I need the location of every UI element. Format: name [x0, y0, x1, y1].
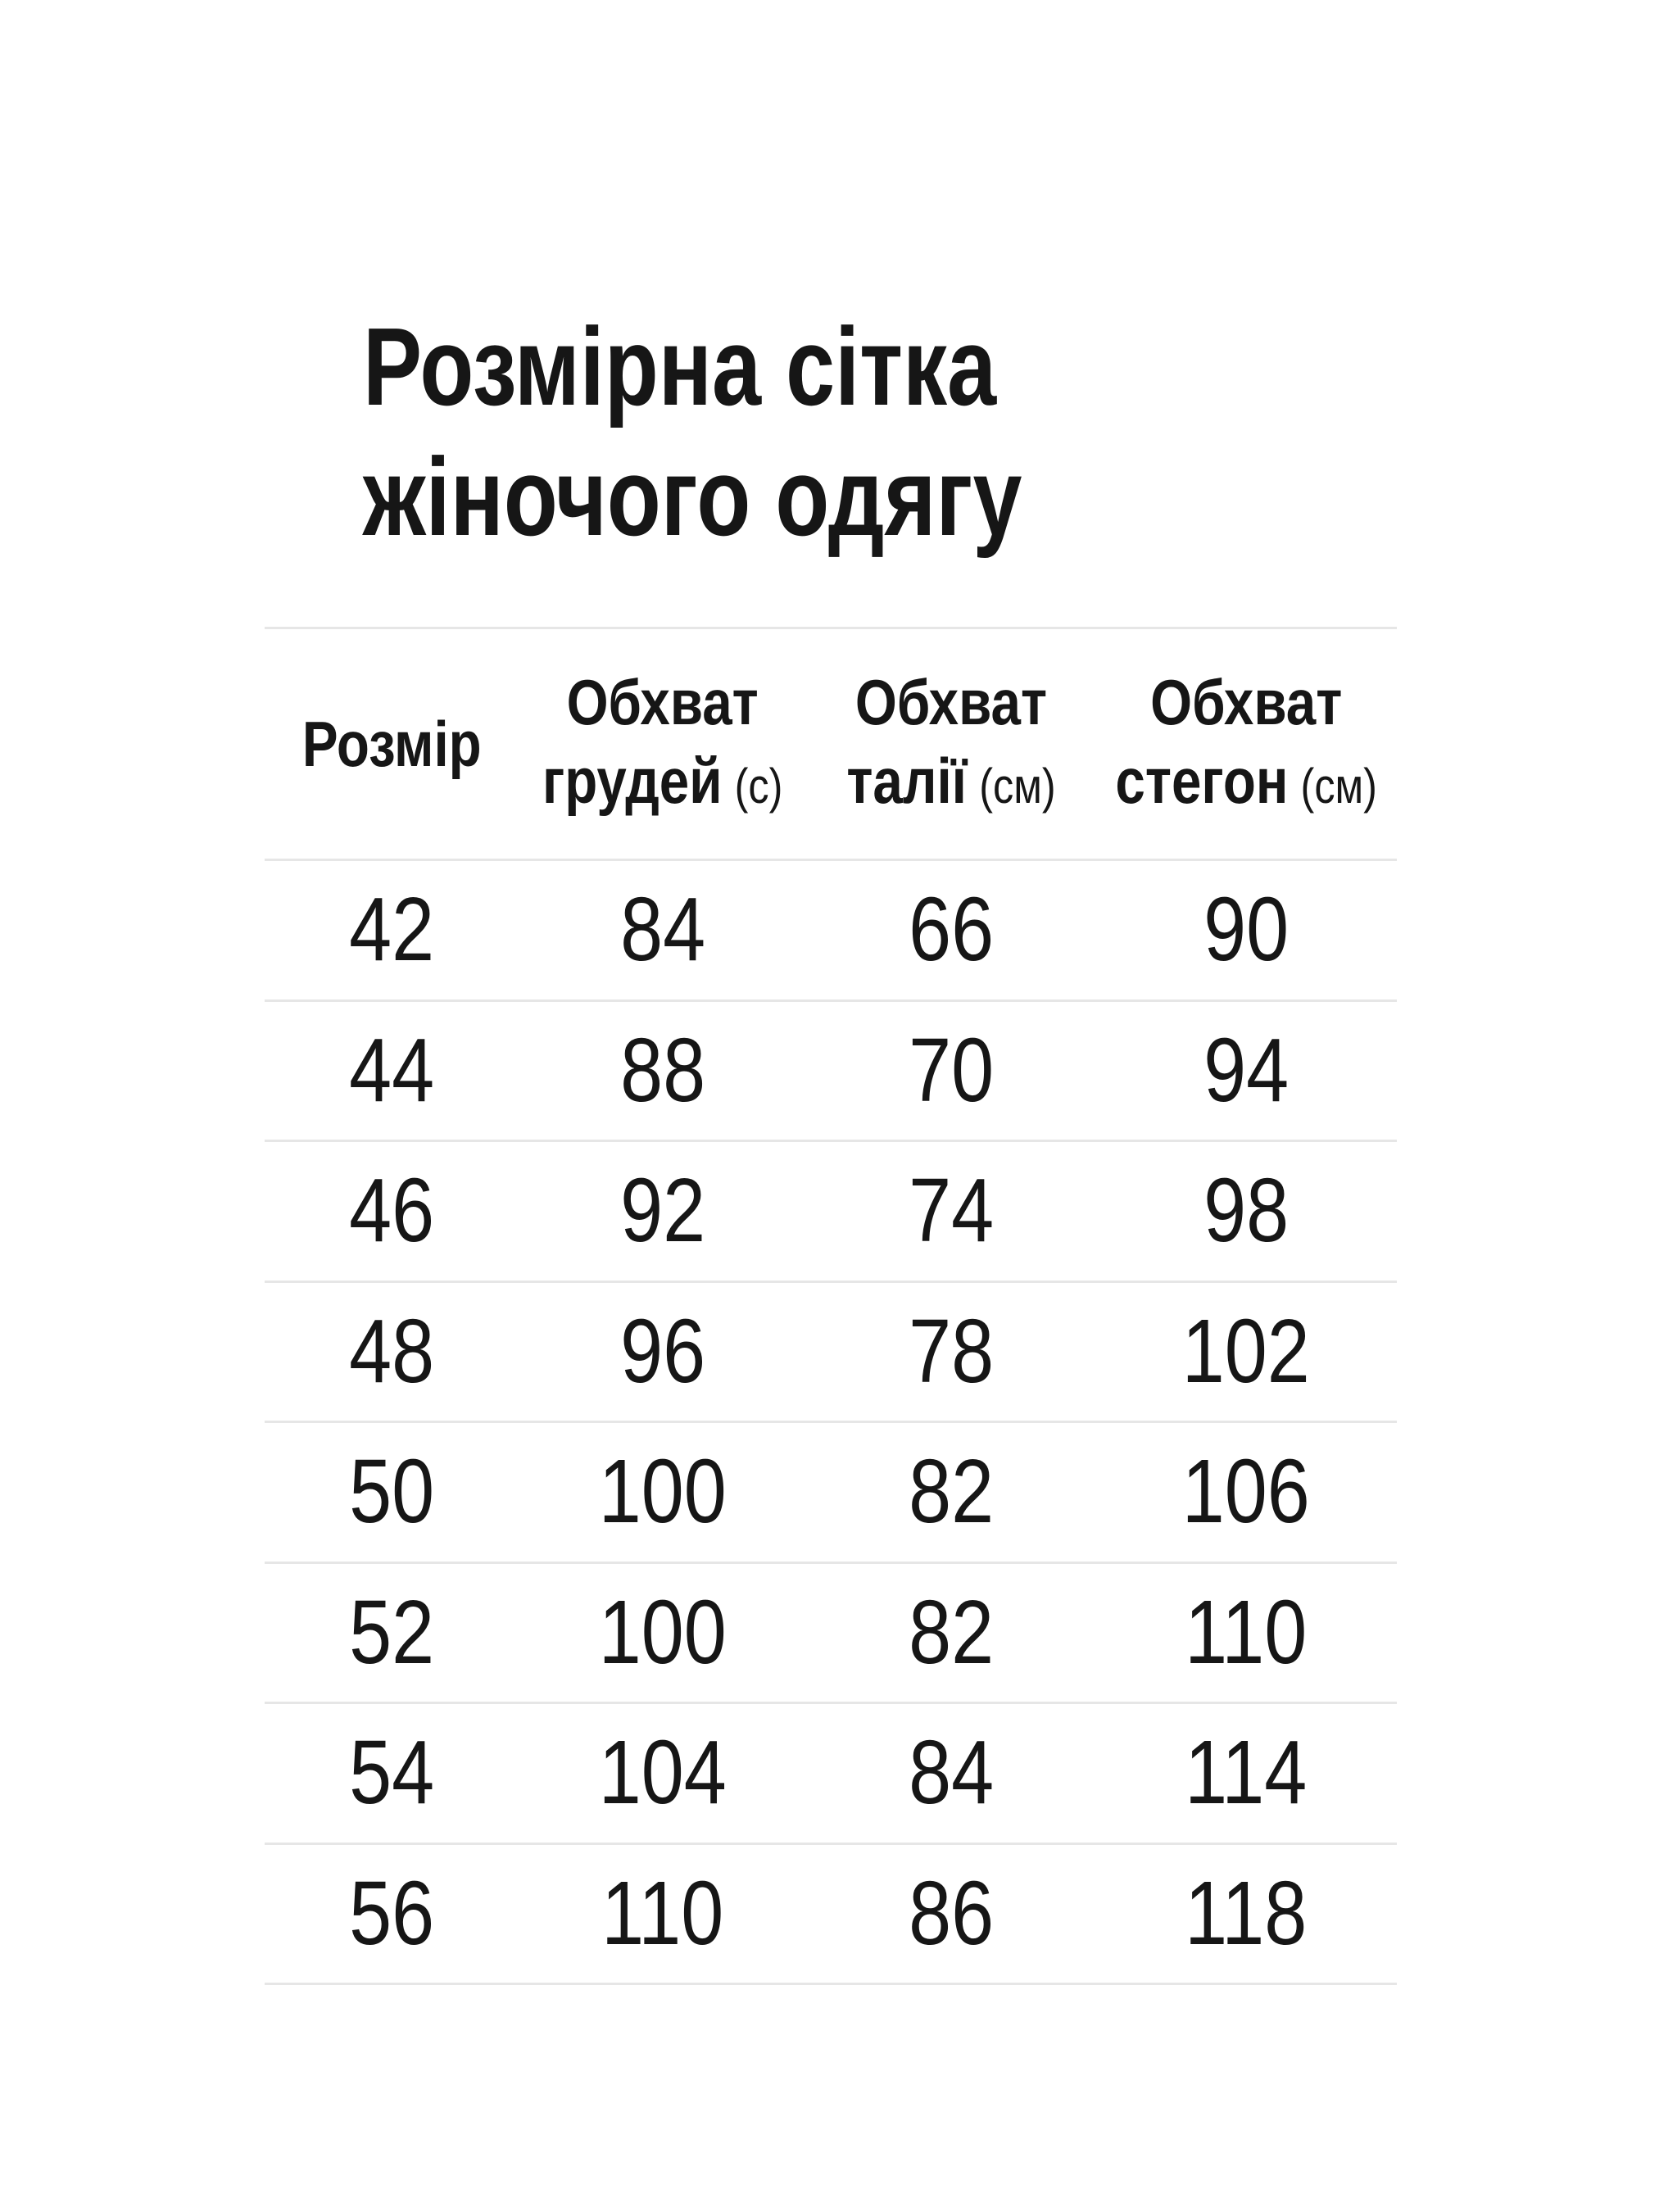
chest-cell: 96 [619, 1300, 705, 1402]
hips-cell: 106 [1181, 1441, 1311, 1543]
size-cell: 50 [348, 1441, 434, 1543]
chest-cell: 104 [598, 1722, 728, 1824]
waist-cell: 86 [908, 1862, 994, 1964]
hips-cell: 98 [1203, 1160, 1289, 1262]
table-row: 42 84 66 90 [265, 861, 1397, 1002]
chest-cell: 100 [598, 1441, 728, 1543]
waist-cell: 66 [908, 879, 994, 981]
hips-cell: 94 [1203, 1019, 1289, 1121]
table-row: 56 110 86 118 [265, 1845, 1397, 1985]
header-hips-unit: (см) [1300, 758, 1377, 814]
header-waist-label: Обхват талії (см) [846, 665, 1056, 817]
header-chest-label: Обхват грудей (с) [542, 665, 783, 817]
size-cell: 52 [348, 1581, 434, 1683]
waist-cell: 84 [908, 1722, 994, 1824]
header-cell-hips: Обхват стегон (см) [1090, 663, 1402, 826]
size-table: Розмір Обхват грудей (с) Обхват талії (см)… [265, 627, 1397, 1985]
size-cell: 54 [348, 1722, 434, 1824]
header-cell-size: Розмір [285, 705, 499, 783]
chest-cell: 88 [619, 1019, 705, 1121]
hips-cell: 118 [1185, 1862, 1308, 1964]
chest-cell: 92 [619, 1160, 705, 1262]
header-hips-label: Обхват стегон (см) [1115, 665, 1377, 817]
waist-cell: 70 [908, 1019, 994, 1121]
header-size-label: Розмір [301, 708, 482, 780]
chest-cell: 100 [598, 1581, 728, 1683]
page-title: Розмірна сітка жіночого одягу [363, 301, 1022, 562]
table-row: 52 100 82 110 [265, 1564, 1397, 1704]
table-row: 46 92 74 98 [265, 1142, 1397, 1283]
hips-cell: 110 [1185, 1581, 1308, 1683]
size-cell: 56 [348, 1862, 434, 1964]
table-header-row: Розмір Обхват грудей (с) Обхват талії (см)… [265, 629, 1397, 861]
waist-cell: 74 [908, 1160, 994, 1262]
chest-cell: 84 [619, 879, 705, 981]
size-cell: 42 [348, 879, 434, 981]
table-row: 54 104 84 114 [265, 1704, 1397, 1845]
table-row: 44 88 70 94 [265, 1002, 1397, 1142]
table-row: 50 100 82 106 [265, 1423, 1397, 1564]
header-waist-unit: (см) [979, 758, 1056, 814]
size-cell: 48 [348, 1300, 434, 1402]
chest-cell: 110 [601, 1862, 724, 1964]
hips-cell: 114 [1185, 1722, 1308, 1824]
table-row: 48 96 78 102 [265, 1283, 1397, 1423]
header-chest-unit: (с) [734, 758, 783, 814]
waist-cell: 82 [908, 1581, 994, 1683]
hips-cell: 102 [1181, 1300, 1311, 1402]
hips-cell: 90 [1203, 879, 1289, 981]
header-cell-waist: Обхват талії (см) [827, 663, 1076, 826]
waist-cell: 78 [908, 1300, 994, 1402]
page-title-line1: Розмірна сітка [363, 305, 997, 428]
size-cell: 44 [348, 1019, 434, 1121]
size-cell: 46 [348, 1160, 434, 1262]
header-cell-chest: Обхват грудей (с) [519, 663, 805, 826]
page-title-line2: жіночого одягу [363, 435, 1022, 559]
waist-cell: 82 [908, 1441, 994, 1543]
